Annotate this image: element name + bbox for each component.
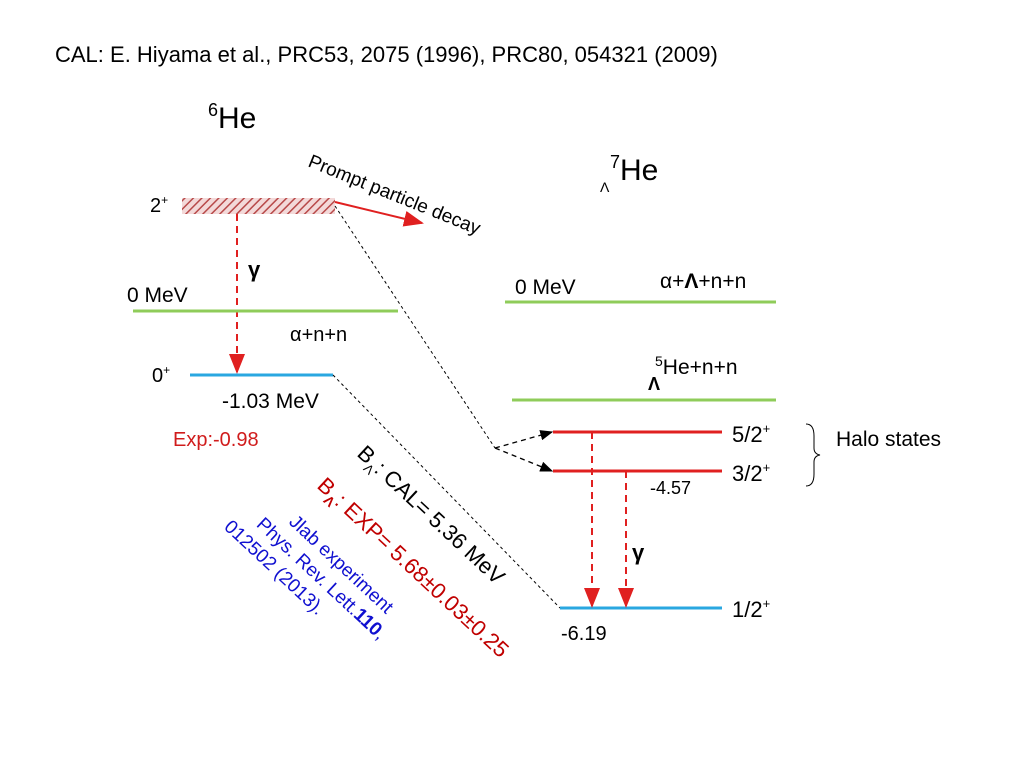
correlation-arrow bbox=[494, 430, 554, 449]
decay-arrow bbox=[334, 201, 424, 227]
symbol: He bbox=[218, 102, 256, 135]
mass-number: 5 bbox=[655, 353, 663, 369]
energy-label: -1.03 MeV bbox=[222, 390, 319, 413]
spin: 0 bbox=[152, 365, 163, 387]
reference: CAL: E. Hiyama et al., PRC53, 2075 (1996… bbox=[55, 42, 718, 67]
state-label: 3/2+ bbox=[732, 460, 770, 486]
correlation-line bbox=[334, 205, 496, 449]
channel-part: α+ bbox=[660, 270, 684, 293]
state-label: 2+ bbox=[150, 193, 168, 217]
lambda: Λ bbox=[684, 270, 698, 293]
channel-label: 5He+n+n bbox=[655, 353, 738, 379]
spin: 3/2 bbox=[732, 461, 763, 486]
nucleus-7lhe: 7He bbox=[610, 152, 658, 187]
gamma-label: γ bbox=[632, 540, 645, 565]
mass-number: 6 bbox=[208, 100, 218, 120]
threshold-label: 0 MeV bbox=[515, 276, 576, 299]
channel-part: He+n+n bbox=[663, 356, 738, 379]
gamma-label: γ bbox=[248, 257, 261, 282]
symbol: He bbox=[620, 154, 658, 187]
state-label: 1/2+ bbox=[732, 596, 770, 622]
halo-label: Halo states bbox=[836, 428, 941, 451]
hypernucleus-sub: Λ bbox=[600, 179, 610, 195]
spin: 1/2 bbox=[732, 597, 763, 622]
jlab-reference: Jlab experiment Phys. Rev. Lett.110, 012… bbox=[220, 511, 398, 644]
state-label: 5/2+ bbox=[732, 421, 770, 447]
correlation-arrow bbox=[494, 447, 554, 472]
energy-label: -6.19 bbox=[561, 623, 607, 645]
channel-label: α+Λ+n+n bbox=[660, 270, 746, 293]
channel-label: α+n+n bbox=[290, 324, 347, 346]
parity: + bbox=[163, 363, 170, 377]
parity: + bbox=[161, 193, 168, 207]
spin: 5/2 bbox=[732, 422, 763, 447]
spin: 2 bbox=[150, 195, 161, 217]
decay-label: Prompt particle decay bbox=[305, 151, 484, 239]
parity: + bbox=[763, 596, 771, 611]
text: : CAL= 5.36 MeV bbox=[370, 456, 510, 589]
nucleus-6he: 6He bbox=[208, 100, 256, 135]
hypernucleus-sub: Λ bbox=[648, 374, 660, 394]
state-label: 0+ bbox=[152, 363, 170, 387]
mass-number: 7 bbox=[610, 152, 620, 172]
channel-part: +n+n bbox=[698, 270, 746, 293]
threshold-label: 0 MeV bbox=[127, 284, 188, 307]
exp-label: Exp:-0.98 bbox=[173, 429, 259, 451]
brace bbox=[805, 423, 821, 487]
parity: + bbox=[763, 421, 771, 436]
correlation-line bbox=[332, 374, 561, 609]
parity: + bbox=[763, 460, 771, 475]
resonance-level bbox=[182, 198, 335, 214]
energy-label: -4.57 bbox=[650, 478, 691, 498]
